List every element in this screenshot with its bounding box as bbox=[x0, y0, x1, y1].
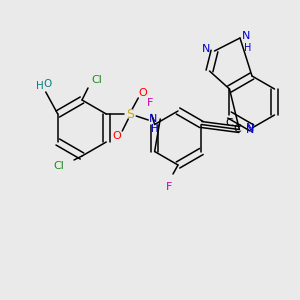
Text: F: F bbox=[166, 182, 172, 192]
Text: Cl: Cl bbox=[92, 75, 102, 85]
Text: C: C bbox=[233, 124, 241, 134]
Text: F: F bbox=[146, 98, 153, 107]
Text: Cl: Cl bbox=[53, 161, 64, 171]
Text: N: N bbox=[149, 114, 158, 124]
Text: N: N bbox=[242, 31, 250, 41]
Text: N: N bbox=[202, 44, 211, 54]
Text: C: C bbox=[226, 118, 233, 128]
Text: H: H bbox=[151, 124, 158, 134]
Text: H: H bbox=[244, 43, 252, 53]
Text: N: N bbox=[246, 125, 254, 135]
Text: O: O bbox=[113, 131, 122, 141]
Text: H: H bbox=[36, 81, 44, 91]
Text: O: O bbox=[44, 79, 52, 89]
Text: N: N bbox=[246, 123, 254, 133]
Text: S: S bbox=[126, 107, 134, 121]
Text: O: O bbox=[139, 88, 148, 98]
